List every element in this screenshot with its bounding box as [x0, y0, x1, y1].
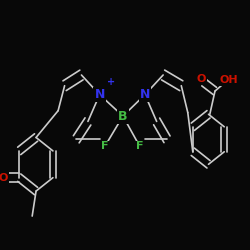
- Text: N: N: [94, 88, 105, 101]
- Text: +: +: [108, 77, 116, 87]
- Text: F: F: [136, 142, 143, 152]
- Text: F: F: [101, 142, 108, 152]
- Text: O: O: [0, 173, 8, 183]
- Text: B: B: [118, 110, 128, 122]
- Text: N: N: [140, 88, 150, 101]
- Text: O: O: [196, 74, 206, 84]
- Text: OH: OH: [220, 75, 238, 85]
